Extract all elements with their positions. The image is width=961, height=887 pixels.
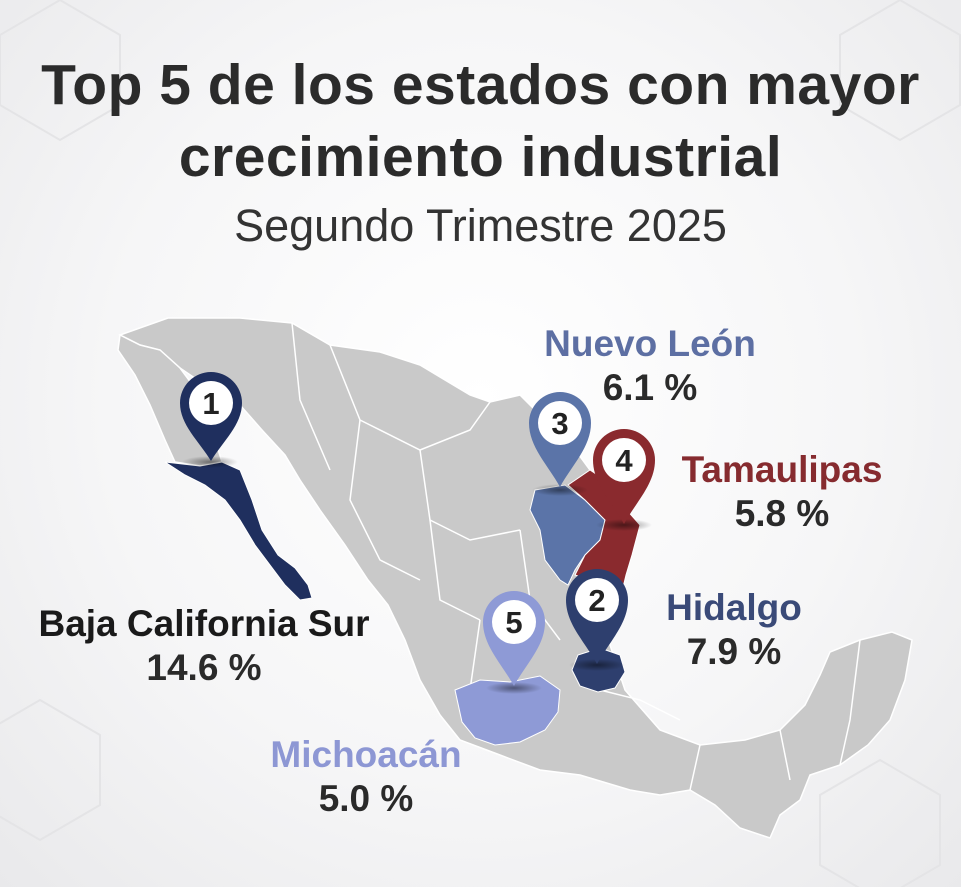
map-pin-5-number: 5: [505, 605, 522, 640]
map-pin-3: 3: [529, 392, 591, 487]
map-pin-2: 2: [566, 569, 628, 664]
state-name: Michoacán: [270, 734, 462, 775]
pin-shadow-1: [182, 456, 238, 468]
title-line-2: crecimiento industrial: [178, 125, 783, 189]
map-pin-3-number: 3: [551, 406, 568, 441]
map-pin-1-number: 1: [202, 386, 219, 421]
map-pin-1: 1: [180, 372, 242, 461]
state-value: 5.8 %: [734, 493, 830, 534]
state-value: 7.9 %: [686, 631, 782, 672]
map-pin-5: 5: [483, 591, 545, 686]
state-name: Nuevo León: [544, 323, 756, 364]
map-pin-4: 4: [593, 429, 655, 524]
state-value: 5.0 %: [318, 778, 414, 819]
map-pin-2-number: 2: [588, 583, 605, 618]
label-michoacan: Michoacán 5.0 %: [250, 733, 482, 821]
state-name: Baja California Sur: [38, 603, 370, 644]
pin-shadow-5: [486, 682, 542, 694]
state-name: Hidalgo: [666, 587, 802, 628]
state-borders: [291, 322, 861, 791]
label-hidalgo: Hidalgo 7.9 %: [634, 586, 834, 674]
pin-shadow-3: [532, 484, 588, 496]
pin-shadow-4: [596, 519, 652, 531]
pin-shadow-2: [569, 659, 625, 671]
state-value: 6.1 %: [602, 367, 698, 408]
label-nuevo-leon: Nuevo León 6.1 %: [520, 322, 780, 410]
map-pin-4-number: 4: [615, 443, 633, 478]
label-baja-california-sur: Baja California Sur 14.6 %: [14, 602, 394, 690]
title-line-1: Top 5 de los estados con mayor: [41, 53, 920, 117]
subtitle: Segundo Trimestre 2025: [234, 200, 727, 251]
state-value: 14.6 %: [146, 647, 262, 688]
label-tamaulipas: Tamaulipas 5.8 %: [662, 448, 902, 536]
state-name: Tamaulipas: [681, 449, 883, 490]
state-michoacan: [454, 675, 561, 746]
state-baja-california-sur: [164, 461, 313, 601]
